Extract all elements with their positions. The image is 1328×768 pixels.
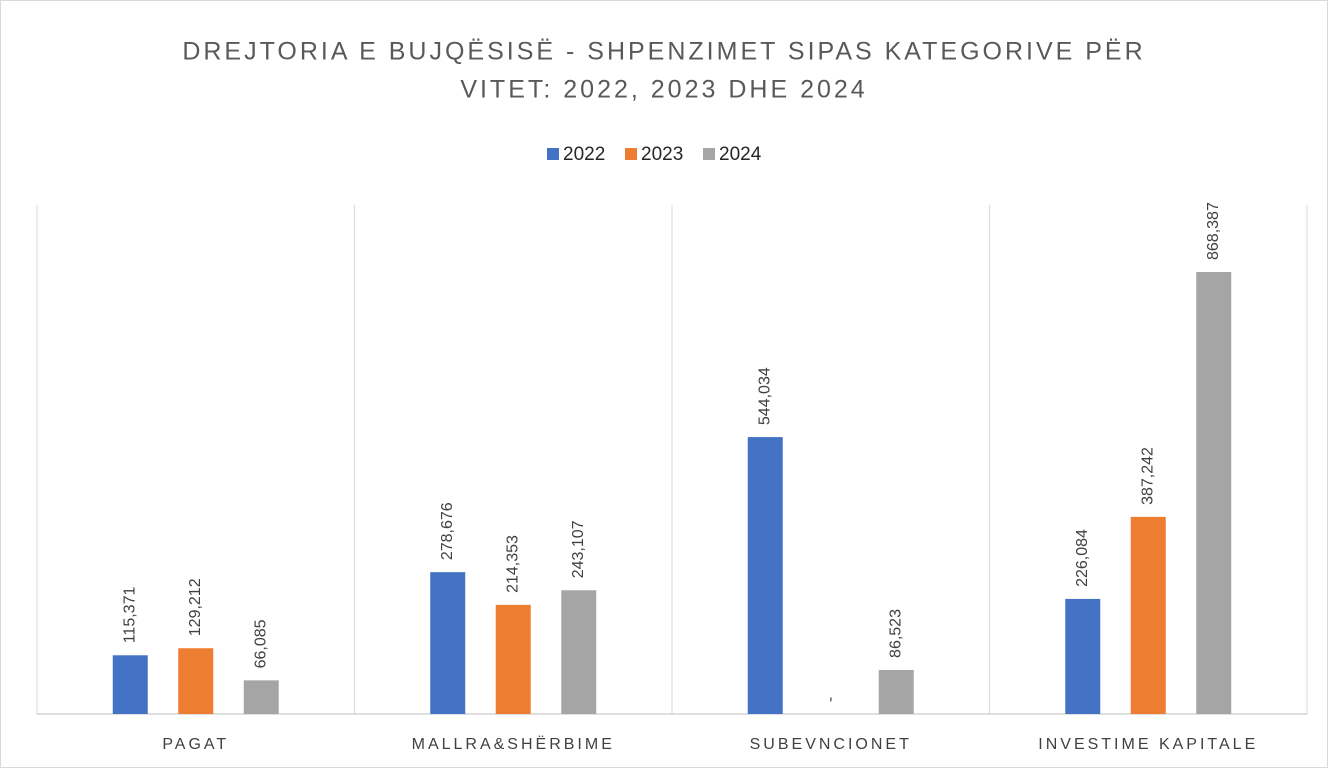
legend-label: 2024 [719, 144, 762, 165]
bar [1065, 598, 1101, 714]
data-label: 214,353 [504, 535, 521, 593]
data-label: 115,371 [121, 587, 138, 644]
legend-swatch [547, 148, 559, 160]
legend-label: 2022 [563, 144, 605, 165]
bar [112, 655, 148, 714]
data-label: 129,212 [187, 578, 204, 636]
data-label: 278,676 [439, 502, 456, 560]
data-label: 868,387 [1205, 202, 1222, 260]
legend-swatch [625, 148, 637, 160]
x-tick-label: PAGAT [162, 736, 229, 753]
data-label: 86,523 [887, 609, 904, 658]
x-tick-label: SUBEVNCIONET [750, 736, 912, 753]
bar [878, 669, 914, 714]
bar [561, 590, 597, 714]
legend-label: 2023 [641, 144, 683, 165]
chart-title: DREJTORIA E BUJQËSISË - SHPENZIMET SIPAS… [182, 38, 1145, 66]
bar [1196, 271, 1232, 714]
data-label: 243,107 [570, 520, 587, 578]
data-label: - [822, 697, 839, 702]
data-label: 226,084 [1074, 529, 1091, 587]
bar [430, 572, 466, 714]
x-tick-label: INVESTIME KAPITALE [1038, 736, 1258, 753]
bar [1130, 516, 1166, 714]
x-tick-label: MALLRA&SHËRBIME [412, 735, 615, 753]
chart-title: VITET: 2022, 2023 DHE 2024 [460, 76, 867, 104]
bar [178, 648, 214, 714]
bar [243, 680, 279, 714]
bar [747, 437, 783, 714]
bar [495, 604, 531, 714]
data-label: 387,242 [1139, 447, 1156, 505]
data-label: 66,085 [252, 619, 269, 668]
legend-swatch [703, 148, 715, 160]
data-label: 544,034 [756, 367, 773, 425]
